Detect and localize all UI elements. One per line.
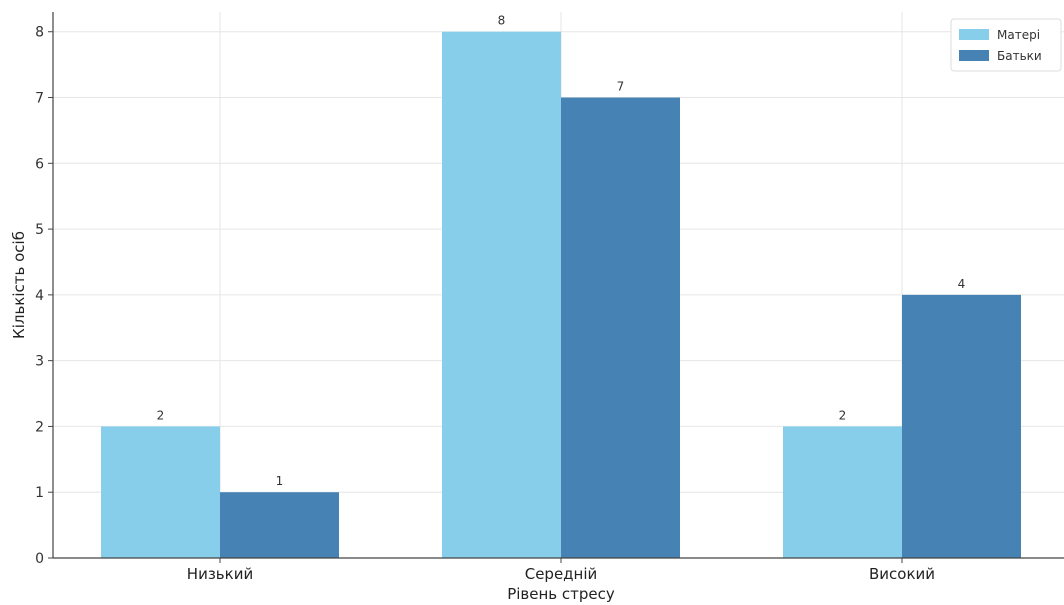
bar-mothers [442, 31, 561, 559]
y-tick-label: 3 [35, 354, 44, 370]
y-tick-label: 0 [35, 551, 44, 567]
x-axis-title: Рівень стресу [507, 585, 615, 603]
bar-value-label: 4 [958, 277, 966, 291]
y-tick-label: 1 [35, 485, 44, 501]
y-tick-label: 7 [35, 91, 44, 107]
bar-fathers [561, 97, 680, 559]
y-tick-label: 4 [35, 288, 44, 304]
data-labels: 2 1 8 7 2 4 [157, 14, 966, 488]
legend-swatch [959, 29, 989, 40]
bar-value-label: 2 [157, 408, 165, 422]
y-tick-labels: 0 1 2 3 4 5 6 7 8 [35, 25, 53, 567]
legend-swatch [959, 50, 989, 61]
x-tick-label: Середній [525, 565, 598, 583]
bar-mothers [101, 426, 220, 558]
y-tick-label: 2 [35, 419, 44, 435]
x-tick-labels: Низький Середній Високий [187, 558, 935, 583]
bar-mothers [783, 426, 902, 558]
y-tick-label: 5 [35, 222, 44, 238]
bars [101, 31, 1021, 559]
legend-label: Батьки [997, 49, 1042, 63]
x-tick-label: Низький [187, 565, 253, 583]
x-tick-label: Високий [869, 565, 935, 583]
y-axis-title: Кількість осіб [10, 231, 28, 339]
legend-box [950, 18, 1062, 72]
bar-value-label: 7 [617, 80, 625, 94]
legend-label: Матері [997, 28, 1040, 42]
bar-value-label: 8 [498, 14, 506, 28]
y-tick-label: 8 [35, 25, 44, 41]
y-tick-label: 6 [35, 156, 44, 172]
bar-fathers [902, 294, 1021, 558]
bar-value-label: 1 [276, 474, 284, 488]
bar-value-label: 2 [839, 408, 847, 422]
legend: Матері Батьки [950, 18, 1062, 72]
bar-fathers [220, 492, 339, 558]
